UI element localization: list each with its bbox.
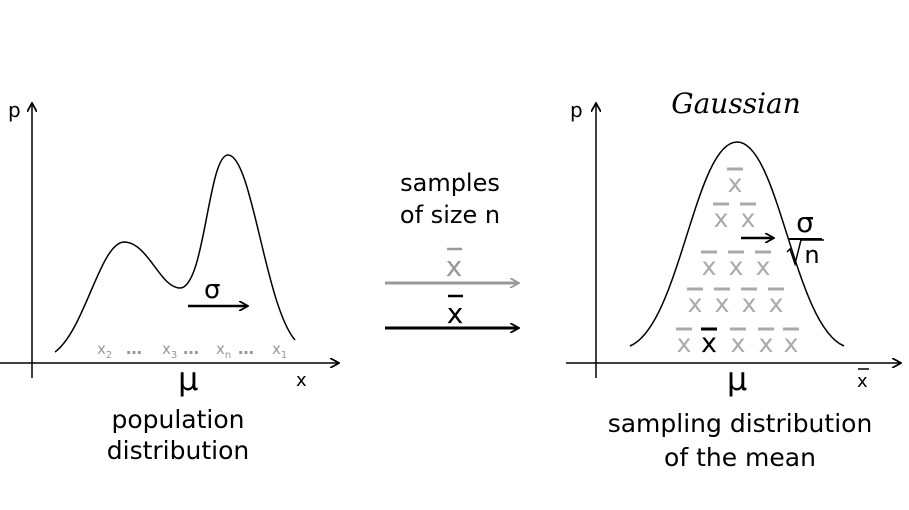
black-xbar-label: x xyxy=(447,297,464,330)
right-y-axis-label: p xyxy=(570,98,583,122)
sample-xn: xn xyxy=(216,340,231,361)
gaussian-curve xyxy=(629,141,845,347)
dots-3: … xyxy=(238,339,254,358)
sample-x3: x3 xyxy=(162,340,177,361)
xbar-sample: x xyxy=(759,329,774,358)
right-sigma-label: σ xyxy=(796,206,814,239)
right-x-axis-label: x xyxy=(857,371,868,392)
xbar-sample: x xyxy=(677,329,692,358)
xbar-sample: x xyxy=(715,289,730,318)
xbar-sample: x xyxy=(731,329,746,358)
grey-xbar-label: x xyxy=(446,250,463,283)
left-y-axis-label: p xyxy=(8,98,21,122)
right-mu-label: μ xyxy=(727,360,747,398)
xbar-sample: x xyxy=(756,252,771,281)
population-caption-line2: distribution xyxy=(107,436,249,465)
sqrt-n-label: n xyxy=(804,241,819,269)
xbar-sample: x xyxy=(729,252,744,281)
xbar-sample-highlighted: x xyxy=(701,328,717,359)
population-curve xyxy=(54,154,296,353)
sampling-caption-line1: sampling distribution xyxy=(608,409,873,438)
xbar-sample: x xyxy=(728,169,743,198)
sample-x2: x2 xyxy=(97,340,112,361)
samples-title-line2: of size n xyxy=(400,201,500,229)
xbar-sample: x xyxy=(702,252,717,281)
sqrt-sign xyxy=(786,239,824,267)
sampling-distribution-panel: Gaussian p x μ xx xx x xx x x xx x x x x σ n sampl… xyxy=(566,87,900,472)
sampling-caption-line2: of the mean xyxy=(664,443,816,472)
sample-points: x2 … x3 … xn … x1 xyxy=(97,339,287,361)
xbar-sample: x xyxy=(742,289,757,318)
xbar-sample: x xyxy=(688,289,703,318)
sampling-transition: samples of size n x x xyxy=(385,169,518,330)
gaussian-title: Gaussian xyxy=(671,87,801,120)
xbar-stack: xx xx x xx x x xx x x x x xyxy=(676,167,799,359)
samples-title-line1: samples xyxy=(400,169,500,197)
left-mu-label: μ xyxy=(178,360,198,398)
xbar-sample: x xyxy=(784,329,799,358)
sample-x1: x1 xyxy=(272,340,287,361)
population-panel: p x σ μ x2 … x3 … xn … x1 population dis… xyxy=(0,98,338,465)
xbar-sample: x xyxy=(714,204,729,233)
xbar-sample: x xyxy=(769,289,784,318)
left-sigma-label: σ xyxy=(204,275,220,305)
xbar-sample: x xyxy=(741,204,756,233)
dots-2: … xyxy=(183,339,199,358)
dots-1: … xyxy=(126,339,142,358)
left-x-axis-label: x xyxy=(296,370,307,391)
population-caption-line1: population xyxy=(111,405,244,434)
